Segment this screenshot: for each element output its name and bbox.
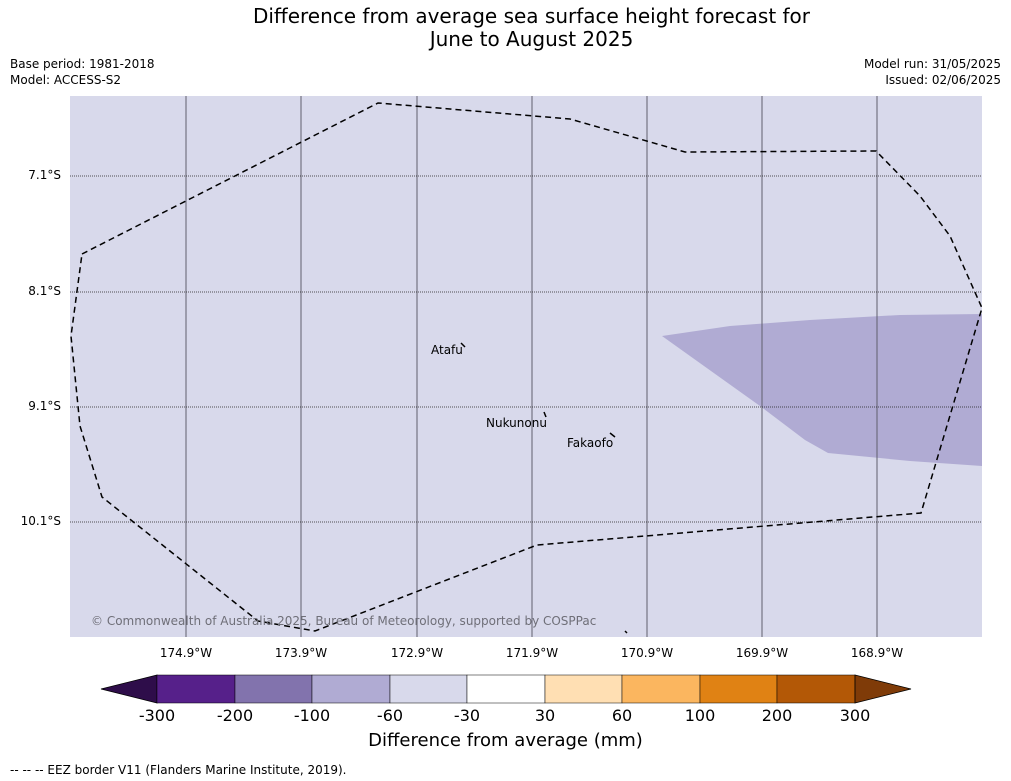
cbar-tick-2: -200 <box>216 706 254 725</box>
small-island <box>624 630 628 634</box>
anomaly-region <box>662 314 982 466</box>
colorbar-bin-6 <box>544 674 623 704</box>
place-nukunonu: Nukunonu <box>486 416 547 430</box>
lon-label-174-9: 174.9°W <box>159 646 213 660</box>
lon-label-173-9: 173.9°W <box>274 646 328 660</box>
lat-label-9-1: 9.1°S <box>28 399 61 413</box>
meta-right: Model run: 31/05/2025 Issued: 02/06/2025 <box>864 56 1001 88</box>
chart-title: Difference from average sea surface heig… <box>0 5 1011 51</box>
base-period: Base period: 1981-2018 <box>10 57 155 71</box>
issued-date: Issued: 02/06/2025 <box>885 73 1001 87</box>
cbar-tick-10: 300 <box>839 706 871 725</box>
place-fakaofo: Fakaofo <box>567 436 614 450</box>
lon-label-172-9: 172.9°W <box>390 646 444 660</box>
lon-label-170-9: 170.9°W <box>620 646 674 660</box>
colorbar-bin-5 <box>466 674 546 704</box>
place-atafu: Atafu <box>431 343 463 357</box>
map-canvas <box>70 96 982 637</box>
meta-left: Base period: 1981-2018 Model: ACCESS-S2 <box>10 56 155 88</box>
islands <box>460 342 628 634</box>
cbar-tick-1: -300 <box>138 706 176 725</box>
latitude-gridlines <box>70 175 982 523</box>
colorbar-low-extend <box>100 674 158 704</box>
cbar-tick-5: -30 <box>453 706 481 725</box>
model-run: Model run: 31/05/2025 <box>863 57 1001 71</box>
cbar-tick-8: 100 <box>684 706 716 725</box>
lat-label-10-1: 10.1°S <box>20 514 61 528</box>
longitude-gridlines <box>185 96 878 637</box>
footnote-eez: -- -- -- EEZ border V11 (Flanders Marine… <box>10 763 347 777</box>
cbar-tick-7: 60 <box>611 706 633 725</box>
copyright-text: © Commonwealth of Australia 2025, Bureau… <box>91 614 597 628</box>
colorbar-bin-9 <box>776 674 856 704</box>
lon-label-171-9: 171.9°W <box>505 646 559 660</box>
model-name: Model: ACCESS-S2 <box>10 73 122 87</box>
colorbar-bin-7 <box>621 674 701 704</box>
cbar-tick-9: 200 <box>761 706 793 725</box>
colorbar-high-extend <box>854 674 912 704</box>
colorbar-bin-4 <box>389 674 468 704</box>
colorbar-title: Difference from average (mm) <box>368 730 643 751</box>
colorbar-bin-8 <box>699 674 778 704</box>
cbar-tick-6: 30 <box>534 706 556 725</box>
eez-border <box>70 102 982 632</box>
title-line-1: Difference from average sea surface heig… <box>252 4 811 28</box>
cbar-tick-3: -100 <box>293 706 331 725</box>
lat-label-7-1: 7.1°S <box>28 168 61 182</box>
nukunonu-island <box>543 411 547 418</box>
colorbar-bin-3 <box>311 674 391 704</box>
lon-label-169-9: 169.9°W <box>735 646 789 660</box>
cbar-tick-4: -60 <box>376 706 404 725</box>
atafu-island <box>460 342 466 348</box>
lon-label-168-9: 168.9°W <box>850 646 904 660</box>
colorbar <box>100 674 912 704</box>
title-line-2: June to August 2025 <box>429 27 634 51</box>
fakaofo-island <box>609 432 616 438</box>
lat-label-8-1: 8.1°S <box>28 284 61 298</box>
colorbar-bin-2 <box>234 674 313 704</box>
colorbar-bin-1 <box>156 674 236 704</box>
map-area: © Commonwealth of Australia 2025, Bureau… <box>70 96 982 637</box>
